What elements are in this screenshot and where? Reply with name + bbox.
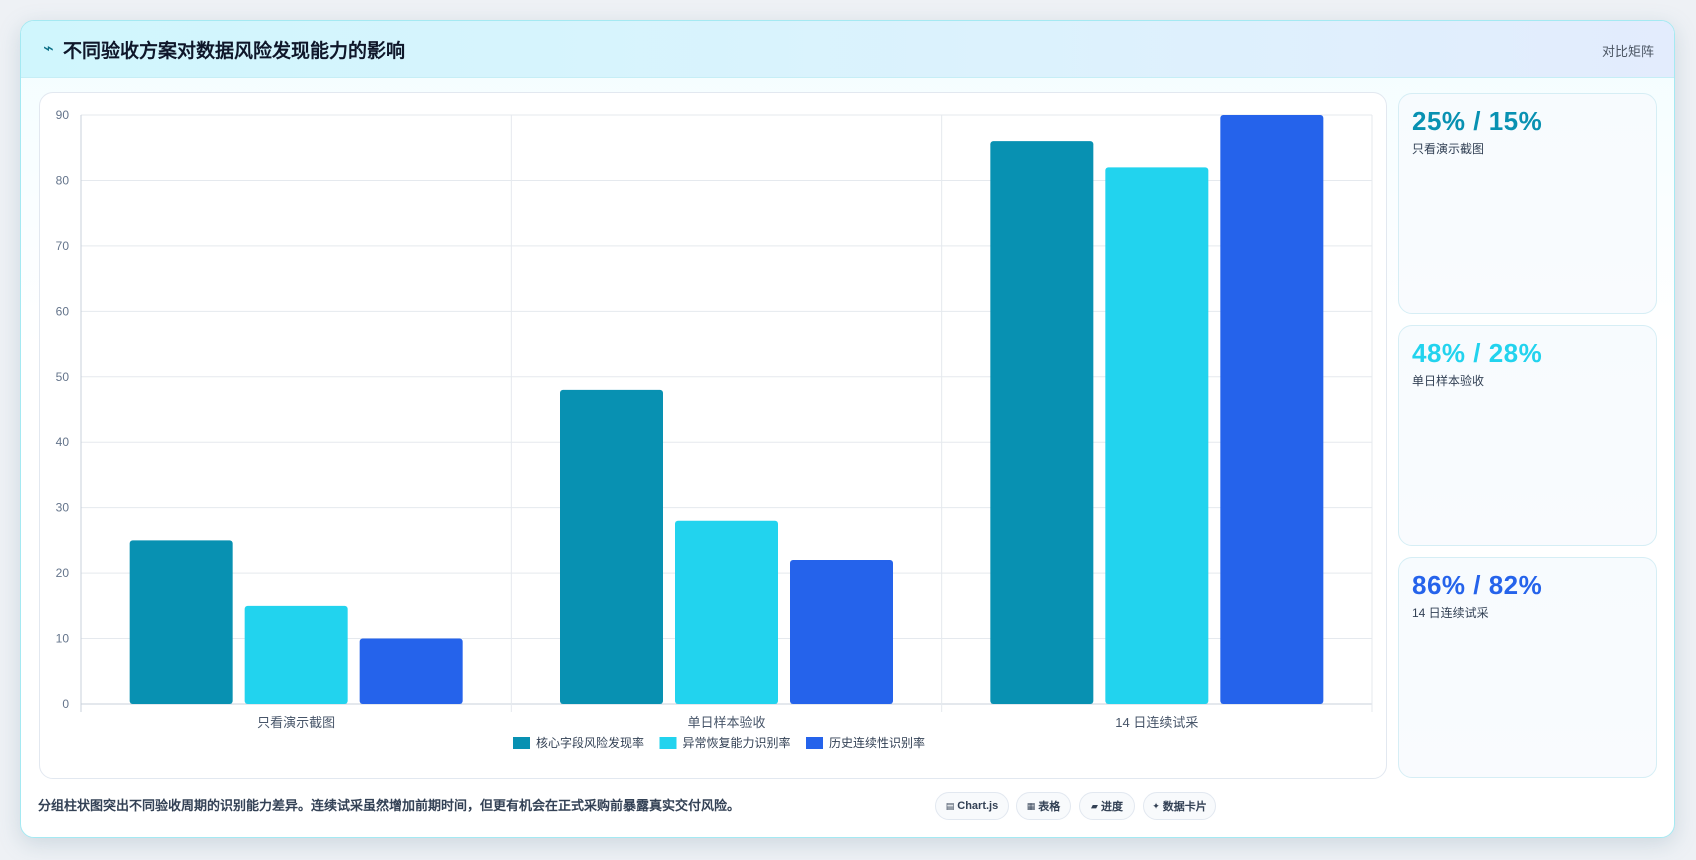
- y-tick-label: 30: [56, 501, 70, 515]
- stat-card-value: 86% / 82%: [1412, 570, 1543, 600]
- stat-card-label: 14 日连续试采: [1412, 606, 1489, 620]
- bar: [1105, 167, 1209, 704]
- progress-icon: ▰: [1091, 800, 1098, 811]
- y-tick-label: 10: [56, 632, 70, 646]
- table-icon: ▦: [1026, 800, 1036, 811]
- y-tick-label: 0: [62, 697, 69, 711]
- grouped-bar-chart: 0 10 20 30 40 50 60 70 80 90 只看演示截图 单日样本验收 14 日连续试采核…: [56, 108, 1373, 750]
- chip-label: Chart.js: [957, 800, 999, 812]
- y-tick-label: 50: [56, 370, 70, 384]
- chip-data-card[interactable]: ✦ 数据卡片: [1143, 792, 1216, 820]
- y-tick-label: 40: [56, 435, 70, 449]
- x-tick-label: 14 日连续试采: [1115, 715, 1198, 730]
- stat-card-label: 只看演示截图: [1412, 142, 1485, 156]
- chart-container: 0 10 20 30 40 50 60 70 80 90 只看演示截图 单日样本验收 14 日连续试采核…: [39, 92, 1387, 779]
- y-tick-label: 90: [56, 108, 70, 122]
- chip-table[interactable]: ▦ 表格: [1016, 792, 1071, 820]
- legend-swatch: [806, 737, 823, 749]
- y-tick-label: 70: [56, 239, 70, 253]
- stat-card-value: 25% / 15%: [1412, 106, 1543, 136]
- legend-label: 异常恢复能力识别率: [683, 735, 791, 750]
- stat-card-3: 86% / 82% 14 日连续试采: [1398, 557, 1657, 778]
- y-tick-label: 20: [56, 566, 70, 580]
- stat-card-value: 48% / 28%: [1412, 338, 1543, 368]
- chip-progress[interactable]: ▰ 进度: [1079, 792, 1135, 820]
- bar: [790, 560, 893, 704]
- bar: [990, 141, 1094, 704]
- chip-label: 数据卡片: [1162, 801, 1207, 813]
- y-tick-label: 80: [56, 173, 70, 187]
- header-tag: 对比矩阵: [1601, 44, 1654, 59]
- bar: [560, 389, 663, 704]
- chip-label: 进度: [1100, 801, 1123, 813]
- y-tick-label: 60: [56, 304, 70, 318]
- bar: [675, 520, 778, 704]
- bar: [1220, 115, 1324, 704]
- page-title: 不同验收方案对数据风险发现能力的影响: [63, 41, 406, 62]
- bar: [129, 540, 233, 704]
- legend-label: 历史连续性识别率: [829, 735, 925, 750]
- bar: [244, 605, 348, 704]
- legend-label: 核心字段风险发现率: [536, 735, 644, 750]
- pulse-icon: ⌁: [43, 38, 54, 58]
- chip-chartjs[interactable]: ▤ Chart.js: [935, 792, 1009, 820]
- stat-card-2: 48% / 28% 单日样本验收: [1398, 325, 1657, 546]
- stat-card-label: 单日样本验收: [1412, 374, 1485, 388]
- x-tick-label: 只看演示截图: [257, 715, 335, 730]
- bar: [359, 638, 463, 704]
- legend-swatch: [513, 737, 530, 749]
- x-tick-label: 单日样本验收: [687, 715, 765, 730]
- legend-swatch: [659, 737, 677, 749]
- panel-header: ⌁ 不同验收方案对数据风险发现能力的影响 对比矩阵: [21, 21, 1674, 78]
- chip-label: 表格: [1038, 801, 1061, 813]
- footer-note: 分组柱状图突出不同验收周期的识别能力差异。连续试采虽然增加前期时间，但更有机会在…: [38, 798, 741, 813]
- chart-icon: ▤: [945, 800, 955, 811]
- stat-card-1: 25% / 15% 只看演示截图: [1398, 93, 1657, 314]
- sparkle-icon: ✦: [1152, 800, 1160, 811]
